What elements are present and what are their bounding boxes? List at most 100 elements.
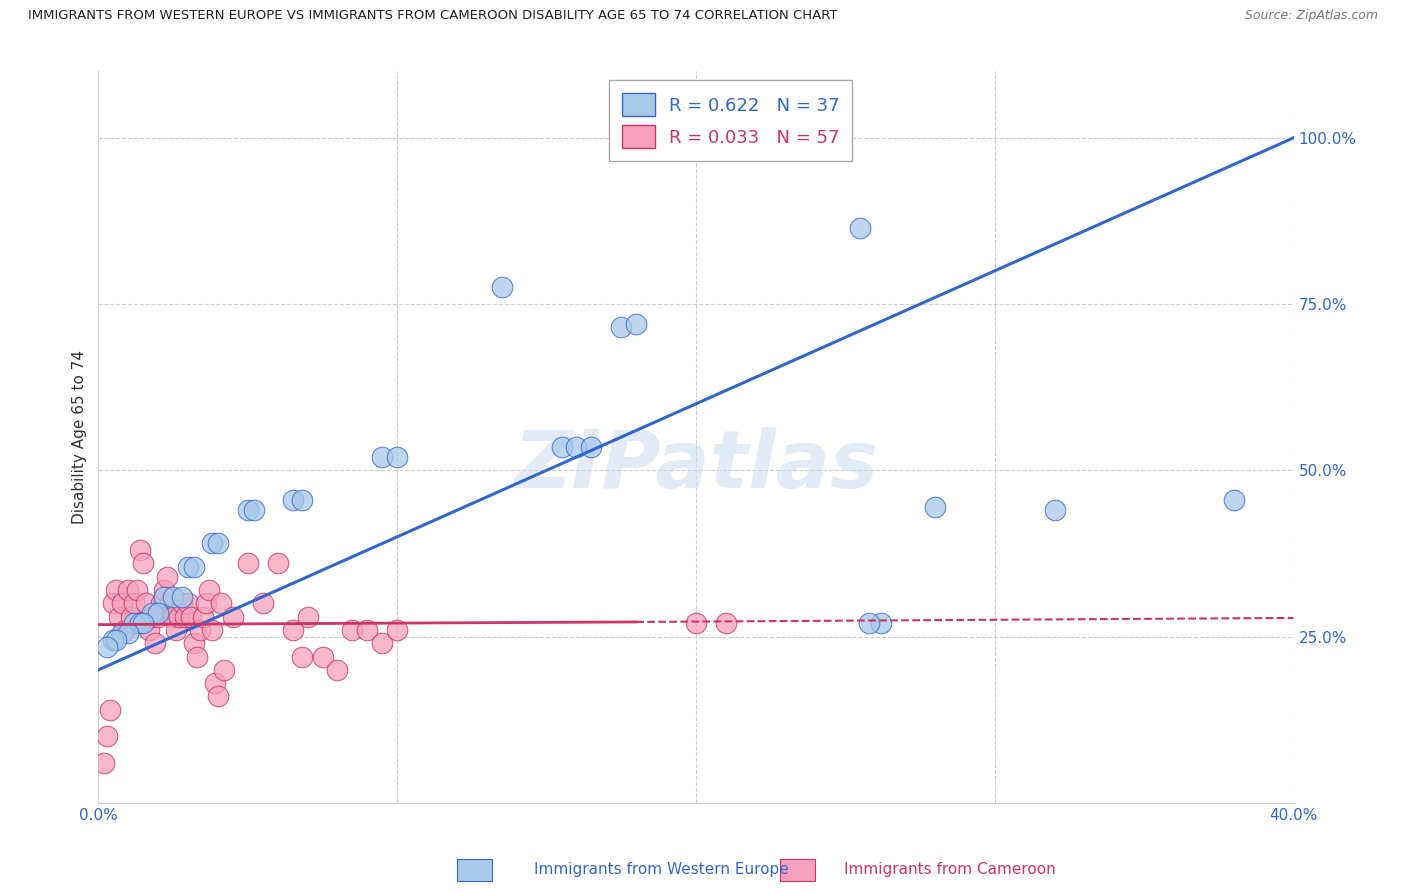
Point bbox=[1223, 493, 1246, 508]
Point bbox=[222, 609, 245, 624]
Legend: R = 0.622   N = 37, R = 0.033   N = 57: R = 0.622 N = 37, R = 0.033 N = 57 bbox=[609, 80, 852, 161]
Text: Immigrants from Western Europe: Immigrants from Western Europe bbox=[534, 863, 789, 877]
Point bbox=[117, 626, 139, 640]
Point bbox=[183, 636, 205, 650]
Point bbox=[207, 690, 229, 704]
Point bbox=[610, 320, 633, 334]
Point bbox=[236, 503, 259, 517]
Point bbox=[738, 131, 761, 145]
Point bbox=[342, 623, 364, 637]
Point bbox=[174, 609, 197, 624]
Point bbox=[129, 543, 152, 558]
Point bbox=[849, 220, 872, 235]
Point bbox=[236, 557, 259, 571]
Point bbox=[207, 536, 229, 550]
Point bbox=[326, 663, 349, 677]
Point bbox=[114, 623, 136, 637]
Point bbox=[177, 596, 200, 610]
Point bbox=[172, 590, 194, 604]
Point bbox=[143, 636, 166, 650]
Point bbox=[96, 640, 118, 654]
Point bbox=[141, 609, 163, 624]
Point bbox=[191, 609, 214, 624]
Point bbox=[127, 582, 149, 597]
Text: Immigrants from Cameroon: Immigrants from Cameroon bbox=[844, 863, 1056, 877]
Point bbox=[491, 280, 513, 294]
Point bbox=[714, 616, 737, 631]
Point bbox=[159, 596, 181, 610]
Point bbox=[111, 596, 134, 610]
Point bbox=[204, 676, 226, 690]
Point bbox=[148, 607, 170, 621]
Point bbox=[243, 503, 266, 517]
Point bbox=[129, 616, 152, 631]
Point bbox=[188, 623, 211, 637]
Point bbox=[141, 607, 163, 621]
Point bbox=[297, 609, 319, 624]
Point bbox=[135, 596, 157, 610]
Point bbox=[103, 596, 125, 610]
Point bbox=[100, 703, 122, 717]
Point bbox=[385, 623, 409, 637]
Point bbox=[132, 616, 155, 631]
Point bbox=[281, 493, 304, 508]
Point bbox=[201, 536, 224, 550]
Point bbox=[201, 623, 224, 637]
Point bbox=[730, 134, 752, 148]
Point bbox=[153, 590, 176, 604]
Point bbox=[565, 440, 588, 454]
Point bbox=[209, 596, 232, 610]
Point bbox=[685, 616, 707, 631]
Point bbox=[291, 649, 314, 664]
Point bbox=[924, 500, 946, 514]
Point bbox=[581, 440, 603, 454]
Point bbox=[858, 616, 880, 631]
Point bbox=[195, 596, 218, 610]
Point bbox=[103, 632, 125, 647]
Point bbox=[267, 557, 290, 571]
Text: ZIPatlas: ZIPatlas bbox=[513, 427, 879, 506]
Point bbox=[153, 582, 176, 597]
Point bbox=[550, 440, 572, 454]
Point bbox=[132, 557, 155, 571]
Point bbox=[117, 582, 139, 597]
Point bbox=[172, 596, 194, 610]
Point bbox=[165, 623, 187, 637]
Point bbox=[105, 582, 128, 597]
Point bbox=[252, 596, 274, 610]
Point bbox=[198, 582, 221, 597]
Point bbox=[124, 596, 146, 610]
Point bbox=[105, 632, 128, 647]
Point bbox=[177, 559, 200, 574]
Point bbox=[156, 570, 179, 584]
Point bbox=[281, 623, 304, 637]
Point bbox=[186, 649, 208, 664]
Text: IMMIGRANTS FROM WESTERN EUROPE VS IMMIGRANTS FROM CAMEROON DISABILITY AGE 65 TO : IMMIGRANTS FROM WESTERN EUROPE VS IMMIGR… bbox=[28, 9, 838, 22]
Point bbox=[291, 493, 314, 508]
Point bbox=[162, 590, 184, 604]
Point bbox=[93, 756, 115, 770]
Point bbox=[385, 450, 409, 464]
Point bbox=[870, 616, 893, 631]
Text: Source: ZipAtlas.com: Source: ZipAtlas.com bbox=[1244, 9, 1378, 22]
Point bbox=[180, 609, 202, 624]
Point bbox=[371, 450, 394, 464]
Point bbox=[1043, 503, 1066, 517]
Point bbox=[167, 609, 190, 624]
Point bbox=[311, 649, 333, 664]
Point bbox=[108, 609, 131, 624]
Point bbox=[626, 317, 648, 331]
Point bbox=[162, 609, 184, 624]
Point bbox=[120, 609, 142, 624]
Point bbox=[183, 559, 205, 574]
Point bbox=[96, 729, 118, 743]
Y-axis label: Disability Age 65 to 74: Disability Age 65 to 74 bbox=[72, 350, 87, 524]
Point bbox=[371, 636, 394, 650]
Point bbox=[212, 663, 235, 677]
Point bbox=[111, 626, 134, 640]
Point bbox=[138, 623, 160, 637]
Point bbox=[150, 596, 173, 610]
Point bbox=[148, 609, 170, 624]
Point bbox=[356, 623, 378, 637]
Point bbox=[124, 616, 146, 631]
